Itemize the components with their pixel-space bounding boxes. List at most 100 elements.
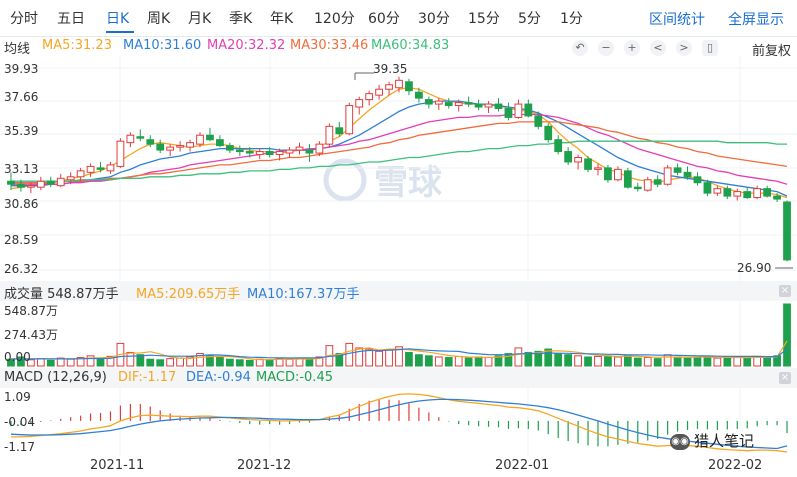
scroll-left-icon[interactable]: < bbox=[650, 40, 666, 56]
fullscreen-link[interactable]: 全屏显示 bbox=[728, 12, 784, 28]
volume-bar-43 bbox=[434, 356, 443, 367]
price-axis-label-3: 33.13 bbox=[4, 162, 39, 176]
ma-line-ma30 bbox=[11, 121, 788, 184]
volume-bar-63 bbox=[633, 357, 642, 367]
candle-11 bbox=[116, 138, 125, 168]
volume-bar-77 bbox=[773, 355, 781, 367]
tab-6[interactable]: 年K bbox=[270, 11, 294, 27]
macd-axis-max: 1.09 bbox=[4, 390, 31, 404]
volume-bar-64 bbox=[643, 357, 652, 367]
candle-64 bbox=[643, 176, 652, 192]
candle-body-46 bbox=[464, 102, 473, 105]
tab-12[interactable]: 1分 bbox=[560, 11, 583, 27]
candle-body-78 bbox=[783, 201, 791, 261]
volume-bar-13 bbox=[136, 354, 145, 367]
close-volume-icon[interactable]: × bbox=[779, 285, 791, 297]
tab-4[interactable]: 月K bbox=[188, 11, 212, 27]
candle-71 bbox=[713, 185, 722, 197]
rehab-toggle[interactable]: 前复权 bbox=[752, 44, 792, 59]
candle-23 bbox=[235, 145, 244, 157]
pan-icon[interactable]: ▯ bbox=[702, 40, 718, 56]
candle-1 bbox=[17, 179, 25, 192]
candle-body-58 bbox=[584, 158, 592, 170]
volume-bar-41 bbox=[415, 354, 423, 367]
candle-48 bbox=[484, 101, 493, 113]
candle-57 bbox=[574, 154, 582, 170]
candle-73 bbox=[733, 188, 742, 201]
range-stats-link[interactable]: 区间统计 bbox=[649, 12, 705, 28]
candle-25 bbox=[255, 148, 264, 159]
volume-bar-62 bbox=[623, 354, 632, 367]
candle-body-37 bbox=[375, 88, 383, 96]
candle-5 bbox=[56, 173, 65, 188]
candle-body-26 bbox=[265, 151, 274, 156]
candle-body-75 bbox=[753, 188, 762, 199]
ma5-label: MA5:31.23 bbox=[42, 38, 112, 53]
candle-body-36 bbox=[365, 93, 374, 101]
tab-1[interactable]: 五日 bbox=[57, 11, 85, 27]
tab-0[interactable]: 分时 bbox=[10, 11, 38, 27]
price-axis-label-1: 37.66 bbox=[4, 90, 39, 104]
wechat-badge: ◉◉ 猎人笔记 bbox=[670, 430, 754, 451]
volume-bar-16 bbox=[166, 358, 175, 367]
candle-body-35 bbox=[355, 99, 364, 108]
volume-bar-70 bbox=[703, 355, 712, 367]
ma60-label: MA60:34.83 bbox=[371, 38, 450, 53]
candle-body-64 bbox=[643, 179, 652, 191]
date-label-nov: 2021-11 bbox=[90, 458, 145, 473]
candle-49 bbox=[494, 98, 503, 112]
candle-body-71 bbox=[713, 188, 722, 194]
volume-ma10-line bbox=[11, 348, 788, 360]
candle-body-72 bbox=[723, 188, 732, 197]
zoom-in-icon[interactable]: + bbox=[624, 40, 640, 56]
candle-45 bbox=[454, 99, 463, 112]
tab-5[interactable]: 季K bbox=[229, 11, 253, 27]
volume-bar-56 bbox=[564, 354, 573, 367]
tab-10[interactable]: 15分 bbox=[468, 11, 500, 27]
candle-body-69 bbox=[693, 176, 702, 184]
candle-body-4 bbox=[46, 180, 55, 185]
undo-icon[interactable]: ↶ bbox=[572, 40, 588, 56]
scroll-right-icon[interactable]: > bbox=[676, 40, 692, 56]
ma30-label: MA30:33.46 bbox=[290, 38, 369, 53]
zoom-out-icon[interactable]: − bbox=[598, 40, 614, 56]
volume-bar-19 bbox=[196, 353, 204, 367]
candle-32 bbox=[325, 123, 334, 148]
tab-9[interactable]: 30分 bbox=[418, 11, 450, 27]
candle-15 bbox=[156, 139, 165, 154]
ma-line-ma60 bbox=[11, 140, 787, 182]
volume-bar-23 bbox=[235, 359, 244, 367]
close-macd-icon[interactable]: × bbox=[779, 372, 791, 384]
candle-body-44 bbox=[444, 102, 453, 107]
tab-7[interactable]: 120分 bbox=[314, 11, 355, 27]
volume-bar-24 bbox=[245, 359, 254, 367]
candle-body-67 bbox=[673, 167, 682, 173]
volume-bar-30 bbox=[305, 358, 314, 367]
candle-50 bbox=[504, 102, 513, 121]
volume-bar-52 bbox=[524, 351, 533, 367]
candle-body-77 bbox=[773, 195, 781, 200]
candle-body-51 bbox=[514, 103, 523, 118]
volume-bar-15 bbox=[156, 359, 165, 367]
candle-body-50 bbox=[504, 108, 513, 118]
candle-77 bbox=[773, 193, 781, 203]
volume-bar-58 bbox=[584, 356, 592, 367]
volume-axis-max: 548.87万 bbox=[4, 304, 58, 318]
tab-8[interactable]: 60分 bbox=[368, 11, 400, 27]
candle-body-55 bbox=[554, 139, 563, 153]
tab-3[interactable]: 周K bbox=[147, 11, 171, 27]
tab-2[interactable]: 日K bbox=[106, 11, 130, 27]
candle-body-2 bbox=[26, 185, 35, 188]
volume-bar-69 bbox=[693, 357, 702, 367]
price-axis-label-2: 35.39 bbox=[4, 124, 39, 138]
volume-bar-40 bbox=[405, 351, 413, 367]
volume-bar-17 bbox=[176, 357, 184, 367]
tab-11[interactable]: 5分 bbox=[518, 11, 541, 27]
candle-16 bbox=[166, 144, 175, 157]
candle-18 bbox=[186, 139, 194, 152]
volume-bar-68 bbox=[683, 357, 692, 367]
candle-body-38 bbox=[385, 84, 393, 90]
candle-43 bbox=[434, 98, 443, 111]
volume-bar-76 bbox=[763, 356, 772, 367]
